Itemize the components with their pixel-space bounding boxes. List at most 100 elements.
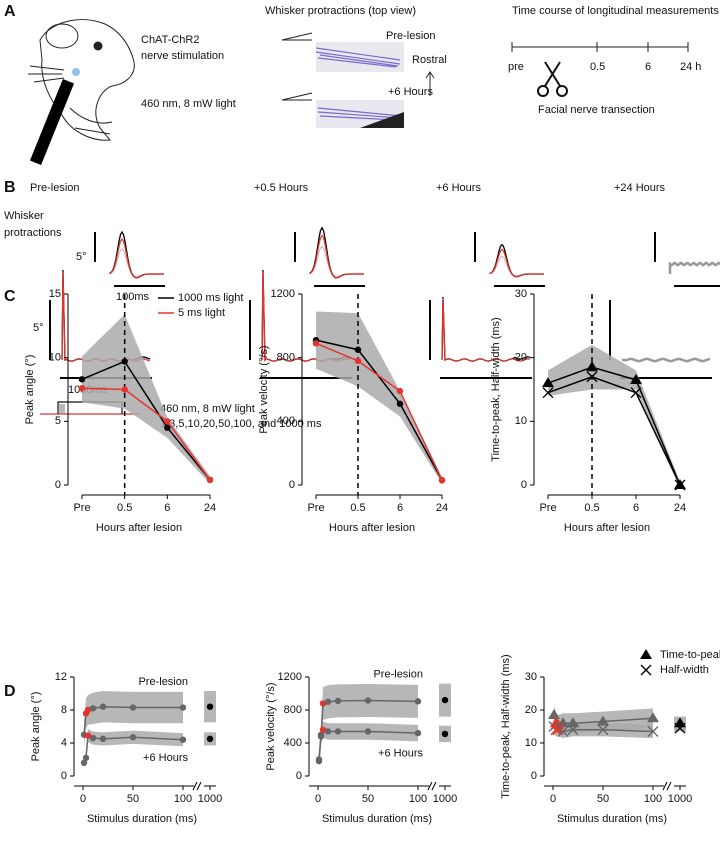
series-label: +6 Hours (143, 752, 188, 764)
x-tick-label: 6 (164, 502, 170, 514)
x-tick-label: 6 (633, 502, 639, 514)
label: Pre-lesion (386, 30, 436, 42)
data-point (674, 722, 686, 734)
series-label: Pre-lesion (373, 669, 423, 681)
data-point (206, 476, 214, 484)
data-point (647, 712, 659, 723)
label: 24 h (680, 61, 701, 73)
panel-label: D (4, 683, 16, 700)
y-tick-label: 0 (531, 770, 537, 782)
data-point (78, 385, 86, 392)
data-point (164, 424, 171, 431)
data-point (334, 728, 342, 735)
data-point (121, 386, 128, 393)
whisker-photo (281, 32, 404, 128)
x-tick-label: 50 (597, 793, 609, 805)
data-point (317, 733, 325, 740)
y-tick-label: 10 (515, 415, 527, 427)
y-tick-label: 4 (61, 737, 67, 749)
x-tick-label: 1000 (433, 793, 457, 805)
data-point (99, 703, 107, 710)
data-point (550, 724, 562, 736)
data-point (84, 732, 92, 739)
data-point (586, 371, 598, 383)
column-title: Pre-lesion (30, 182, 80, 194)
data-point (557, 725, 569, 737)
data-point (542, 377, 554, 388)
optic-fiber (29, 78, 75, 166)
series-label: +6 Hours (378, 747, 423, 759)
panel-label: A (4, 3, 16, 20)
y-axis-label: Peak angle (°) (30, 692, 42, 762)
y-axis-label: Time-to-peak, Half-width (ms) (500, 654, 512, 798)
series-label: Pre-lesion (138, 676, 188, 688)
axis-break (662, 781, 672, 791)
y-tick-label: 12 (55, 671, 67, 683)
error-band (84, 691, 183, 748)
trace (109, 237, 164, 279)
chart: 0 10 20 30 Time-to-peak, Half-width (ms) 0 50 1… (500, 649, 720, 825)
trace (109, 230, 164, 279)
data-point (121, 358, 128, 365)
y-axis-label: Time-to-peak, Half-width (ms) (490, 317, 502, 461)
y-tick-label: 400 (284, 737, 302, 749)
label: nerve stimulation (141, 50, 224, 62)
data-point (441, 696, 449, 704)
series-line (81, 387, 211, 481)
scissors-icon (537, 61, 568, 97)
row-label: Whisker (4, 210, 44, 222)
row-label: protractions (4, 227, 62, 239)
data-point (164, 418, 171, 425)
x-tick-label: 0 (550, 793, 556, 805)
label: 460 nm, 8 mW light (141, 98, 236, 110)
y-axis-label: Peak velocity (°/s) (258, 345, 270, 433)
axis-break (427, 781, 437, 791)
data-point (206, 703, 214, 710)
mouse-illustration (28, 19, 135, 141)
data-point (129, 734, 137, 741)
y-tick-label: 800 (277, 352, 295, 364)
y-tick-label: 8 (61, 704, 67, 716)
x-tick-label: 6 (397, 502, 403, 514)
axis-break (192, 781, 202, 791)
trace (309, 226, 364, 279)
legend-label: Time-to-peak (660, 649, 720, 661)
arrow (425, 71, 435, 96)
legend-swatch (640, 664, 652, 676)
trace (441, 298, 531, 362)
data-point (567, 717, 579, 728)
series-line (547, 366, 681, 486)
label: +6 Hours (388, 86, 433, 98)
label: Time course of longitudinal measurements (512, 5, 719, 17)
x-tick-label: 24 (204, 502, 216, 514)
x-tick-label: 1000 (198, 793, 222, 805)
y-tick-label: 800 (284, 704, 302, 716)
x-tick-label: 0 (315, 793, 321, 805)
scale-label: 100ms (116, 291, 150, 303)
label: Whisker protractions (top view) (265, 5, 416, 17)
trace (668, 261, 720, 274)
y-tick-label: 20 (515, 352, 527, 364)
x-axis-label: Hours after lesion (564, 522, 650, 534)
data-point (324, 698, 332, 705)
legend-label: 5 ms light (178, 307, 225, 319)
error-band (82, 314, 210, 484)
data-point (630, 373, 642, 384)
data-point (364, 728, 372, 735)
panel-label: C (4, 288, 16, 305)
y-tick-label: 0 (55, 479, 61, 491)
data-point (414, 729, 422, 737)
data-point (441, 730, 449, 738)
y-tick-label: 10 (49, 352, 61, 364)
data-point (179, 704, 187, 711)
data-point (99, 735, 107, 743)
chart: 0 5 10 15 Peak angle (°) Pre 0.5 6 24 Hours after… (24, 288, 244, 534)
data-point (557, 717, 569, 728)
data-point (542, 387, 554, 399)
y-tick-label: 30 (525, 671, 537, 683)
panel-label: B (4, 179, 16, 196)
legend-label: Half-width (660, 664, 709, 676)
data-point (89, 705, 97, 712)
